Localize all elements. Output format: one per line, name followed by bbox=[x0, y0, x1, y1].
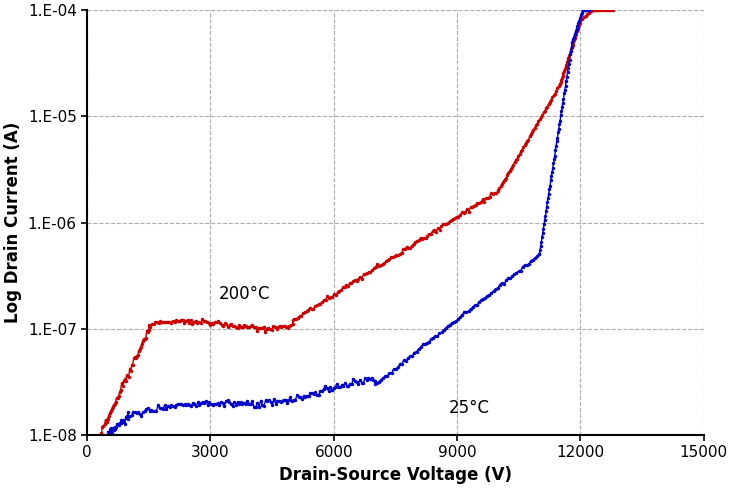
Text: 25°C: 25°C bbox=[449, 399, 490, 417]
Text: 200°C: 200°C bbox=[219, 285, 270, 303]
X-axis label: Drain-Source Voltage (V): Drain-Source Voltage (V) bbox=[279, 466, 512, 484]
Y-axis label: Log Drain Current (A): Log Drain Current (A) bbox=[4, 122, 22, 323]
